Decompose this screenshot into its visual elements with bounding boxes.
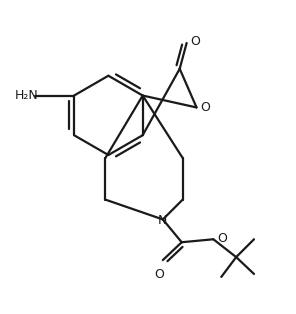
- Text: O: O: [191, 35, 200, 47]
- Text: O: O: [200, 101, 210, 114]
- Text: H₂N: H₂N: [14, 89, 38, 102]
- Text: O: O: [217, 232, 227, 245]
- Text: O: O: [154, 268, 164, 281]
- Text: N: N: [158, 214, 168, 227]
